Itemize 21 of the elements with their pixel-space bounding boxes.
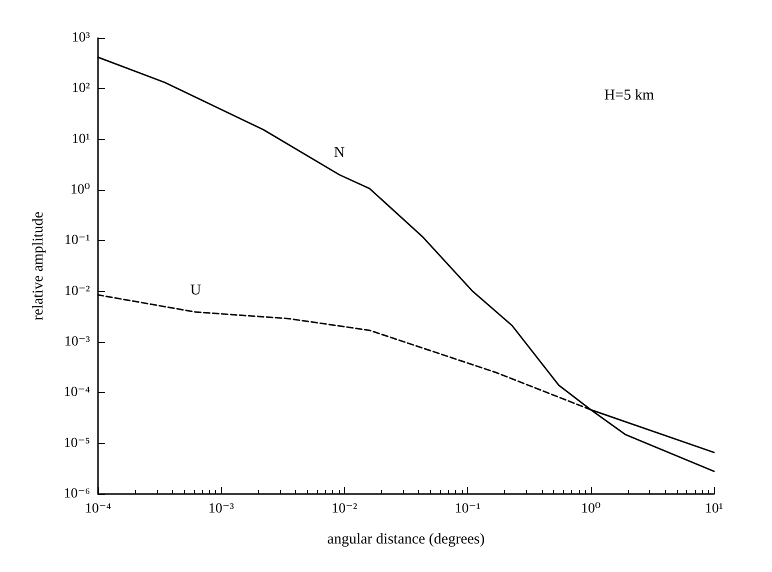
annotation: H=5 km [604, 88, 654, 104]
y-tick-label: 10² [72, 81, 90, 96]
y-tick-label: 10⁻² [64, 284, 90, 299]
x-axis-title: angular distance (degrees) [327, 532, 485, 548]
x-tick-label: 10⁻² [332, 502, 358, 516]
y-axis-title: relative amplitude [30, 211, 46, 320]
x-tick-label: 10⁰ [580, 502, 601, 516]
y-tick-label: 10⁻⁴ [64, 385, 90, 400]
y-tick-label: 10⁻⁶ [64, 486, 90, 502]
x-tick-label: 10⁻³ [208, 502, 234, 516]
x-tick-label: 10¹ [704, 502, 724, 516]
y-tick-label: 10⁰ [70, 182, 90, 198]
y-tick-label: 10⁻⁵ [64, 436, 90, 451]
x-tick-label: 10⁻¹ [454, 502, 480, 516]
x-tick-label: 10⁻⁴ [84, 502, 112, 516]
series-label: N [334, 145, 345, 162]
y-tick-label: 10⁻³ [64, 334, 90, 350]
y-tick-label: 10³ [72, 30, 90, 46]
series-label: U [190, 282, 202, 299]
y-tick-label: 10⁻¹ [64, 233, 90, 248]
y-tick-label: 10¹ [72, 132, 90, 147]
